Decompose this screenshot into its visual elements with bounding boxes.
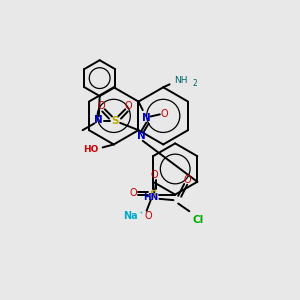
Text: Na: Na — [124, 211, 138, 221]
Text: ⁺: ⁺ — [139, 210, 143, 219]
Text: O: O — [184, 175, 191, 185]
Text: S: S — [111, 116, 119, 126]
Text: O: O — [125, 101, 133, 111]
Text: N: N — [137, 131, 146, 141]
Text: HN: HN — [143, 194, 158, 202]
Text: O: O — [144, 211, 152, 221]
Text: 2: 2 — [193, 79, 198, 88]
Text: N: N — [94, 115, 102, 125]
Text: O: O — [129, 188, 137, 198]
Text: HO: HO — [83, 145, 99, 154]
Text: O: O — [160, 110, 168, 119]
Text: O: O — [151, 169, 158, 179]
Text: S: S — [149, 190, 157, 200]
Text: O: O — [98, 101, 105, 111]
Text: N: N — [142, 113, 151, 123]
Text: NH: NH — [174, 76, 188, 85]
Text: Cl: Cl — [192, 215, 203, 225]
